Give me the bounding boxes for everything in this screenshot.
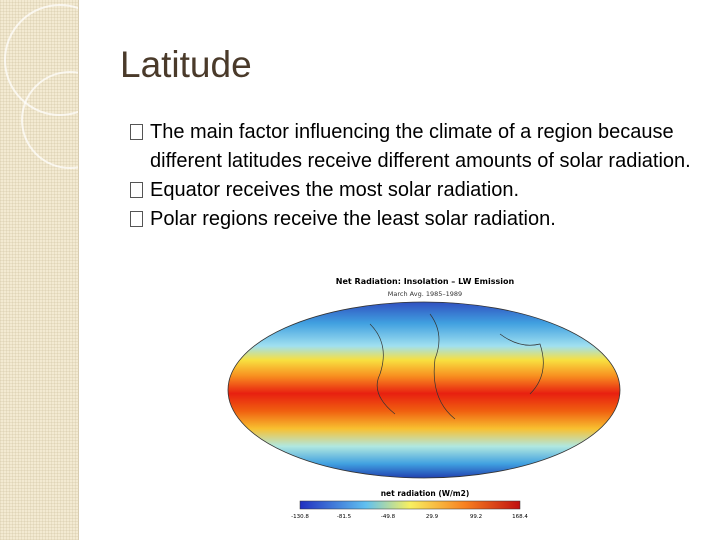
bullet: Equator receives the most solar radiatio… xyxy=(130,176,700,205)
colorbar-tick-label: 99.2 xyxy=(470,514,482,520)
colorbar-label: net radiation (W/m2) xyxy=(381,489,470,498)
colorbar-tick-label: -81.5 xyxy=(337,514,352,520)
colorbar-tick-label: -49.8 xyxy=(381,514,396,520)
colorbar-tick-label: 29.9 xyxy=(426,514,439,520)
colorbar-tick-label: -130.8 xyxy=(291,514,309,520)
slide-title: Latitude xyxy=(120,44,252,85)
strip-circles xyxy=(4,4,119,169)
colorbar xyxy=(299,500,521,510)
bullet-list: The main factor influencing the climate … xyxy=(130,118,700,234)
strip-edge xyxy=(78,0,79,540)
bullet: The main factor influencing the climate … xyxy=(130,118,700,176)
bullet: Polar regions receive the least solar ra… xyxy=(130,205,700,234)
radiation-map: Net Radiation: Insolation – LW Emission … xyxy=(227,277,621,520)
decorative-strip xyxy=(0,0,119,540)
figure-title: Net Radiation: Insolation – LW Emission xyxy=(336,277,515,286)
coastlines xyxy=(369,313,544,420)
figure-subtitle: March Avg. 1985–1989 xyxy=(388,290,462,298)
globe xyxy=(227,301,621,479)
colorbar-tick-label: 168.4 xyxy=(512,514,528,520)
